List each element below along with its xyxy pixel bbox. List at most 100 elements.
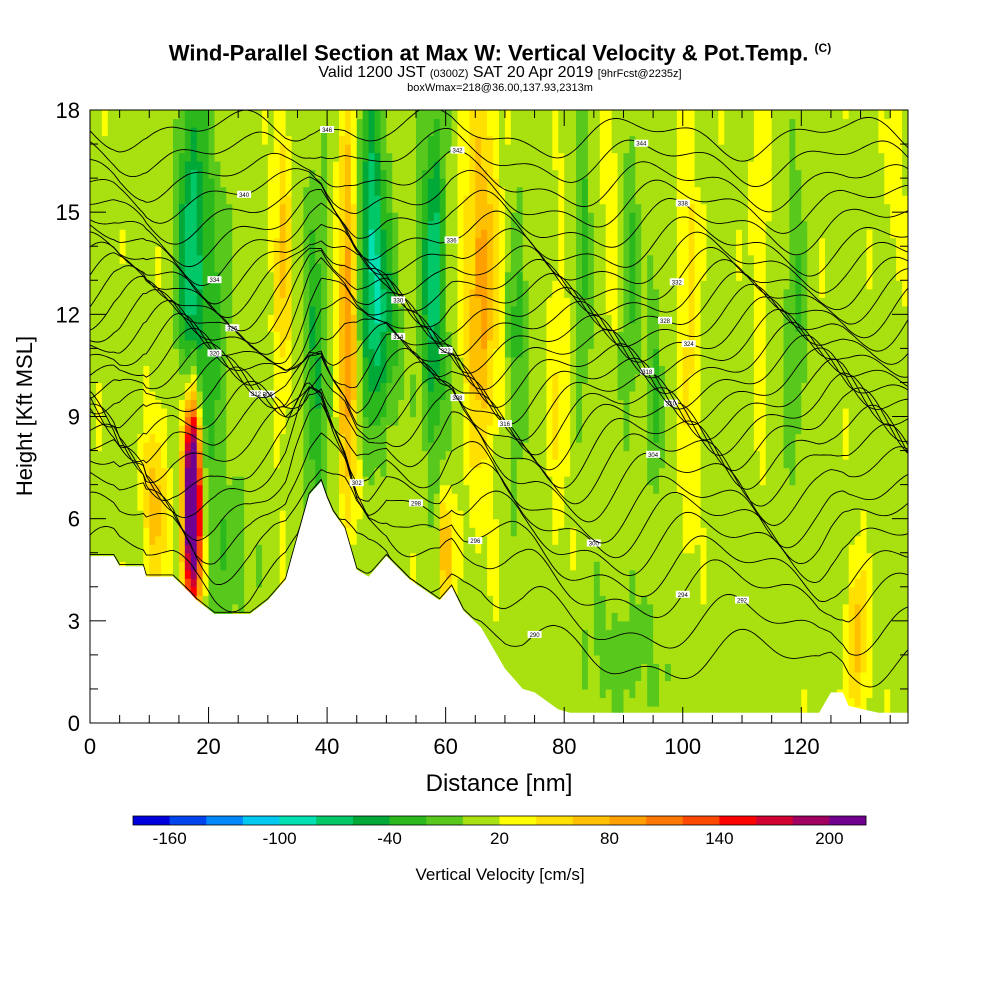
velocity-cell	[433, 484, 441, 494]
velocity-cell	[267, 314, 275, 324]
velocity-cell	[226, 237, 233, 247]
velocity-cell	[309, 161, 316, 171]
velocity-cell	[279, 110, 287, 120]
velocity-cell	[338, 314, 346, 324]
velocity-cell	[398, 254, 405, 264]
velocity-cell	[416, 527, 423, 537]
velocity-cell	[309, 118, 316, 128]
velocity-cell	[374, 544, 382, 554]
velocity-cell	[208, 476, 216, 486]
velocity-cell	[451, 152, 459, 162]
velocity-cell	[291, 212, 299, 222]
velocity-cell	[457, 433, 465, 443]
velocity-cell	[356, 229, 364, 239]
velocity-cell	[333, 433, 340, 443]
velocity-cell	[101, 476, 109, 486]
velocity-cell	[421, 161, 429, 171]
velocity-cell	[155, 127, 162, 137]
velocity-cell	[167, 442, 174, 452]
velocity-cell	[481, 527, 488, 537]
velocity-cell	[445, 569, 453, 579]
velocity-cell	[374, 416, 382, 426]
velocity-cell	[356, 254, 364, 264]
velocity-cell	[469, 229, 476, 239]
velocity-cell	[362, 127, 370, 137]
velocity-cell	[380, 229, 387, 239]
velocity-cell	[220, 450, 227, 460]
velocity-cell	[113, 178, 121, 188]
velocity-cell	[196, 467, 204, 477]
velocity-cell	[350, 263, 358, 273]
velocity-cell	[333, 493, 340, 503]
velocity-cell	[463, 322, 470, 332]
velocity-cell	[291, 246, 299, 256]
velocity-cell	[172, 476, 180, 486]
velocity-cell	[451, 339, 459, 349]
velocity-cell	[416, 254, 423, 264]
velocity-cell	[475, 518, 482, 528]
velocity-cell	[190, 127, 198, 137]
velocity-cell	[350, 118, 358, 128]
velocity-cell	[131, 433, 139, 443]
velocity-cell	[90, 212, 97, 222]
velocity-cell	[445, 169, 453, 179]
velocity-cell	[463, 416, 470, 426]
velocity-cell	[113, 373, 121, 384]
velocity-cell	[279, 578, 287, 588]
velocity-cell	[416, 459, 423, 469]
velocity-cell	[244, 305, 251, 315]
velocity-cell	[321, 322, 328, 332]
velocity-cell	[90, 518, 97, 528]
velocity-cell	[469, 178, 476, 188]
velocity-cell	[380, 254, 387, 264]
velocity-cell	[250, 237, 257, 247]
velocity-cell	[410, 152, 417, 162]
velocity-cell	[214, 510, 222, 520]
velocity-cell	[184, 186, 192, 196]
velocity-cell	[338, 297, 346, 307]
velocity-cell	[107, 203, 115, 213]
velocity-cell	[380, 314, 387, 324]
velocity-cell	[404, 467, 411, 477]
velocity-cell	[493, 586, 500, 596]
velocity-cell	[273, 152, 281, 162]
velocity-cell	[190, 263, 198, 273]
velocity-cell	[469, 331, 476, 341]
velocity-cell	[178, 288, 186, 298]
velocity-cell	[433, 407, 441, 418]
velocity-cell	[220, 263, 227, 273]
velocity-cell	[149, 144, 156, 154]
velocity-cell	[261, 544, 269, 554]
velocity-cell	[220, 365, 227, 375]
velocity-cell	[232, 356, 239, 367]
velocity-cell	[161, 569, 168, 579]
velocity-cell	[481, 501, 488, 511]
velocity-cell	[433, 501, 441, 511]
velocity-cell	[362, 493, 370, 503]
velocity-cell	[493, 169, 500, 179]
velocity-cell	[416, 390, 423, 401]
velocity-cell	[315, 365, 322, 375]
velocity-cell	[137, 527, 144, 537]
velocity-cell	[137, 510, 144, 520]
velocity-cell	[309, 407, 316, 418]
velocity-cell	[232, 144, 239, 154]
velocity-cell	[167, 144, 174, 154]
velocity-cell	[421, 212, 429, 222]
velocity-cell	[261, 578, 269, 588]
velocity-cell	[481, 297, 488, 307]
velocity-cell	[433, 518, 441, 528]
velocity-cell	[427, 144, 435, 154]
velocity-cell	[285, 518, 293, 528]
velocity-cell	[90, 127, 97, 137]
velocity-cell	[125, 518, 133, 528]
velocity-cell	[214, 535, 222, 545]
velocity-cell	[333, 365, 340, 375]
velocity-cell	[356, 118, 364, 128]
velocity-cell	[499, 629, 506, 639]
velocity-cell	[327, 110, 334, 120]
velocity-cell	[161, 390, 168, 401]
velocity-cell	[161, 356, 168, 367]
velocity-cell	[226, 561, 233, 571]
velocity-cell	[404, 297, 411, 307]
